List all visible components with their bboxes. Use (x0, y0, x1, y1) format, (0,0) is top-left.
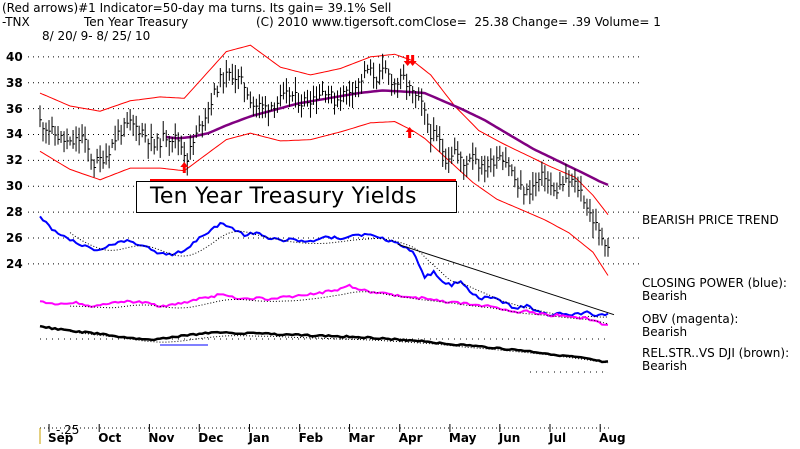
obv-title: OBV (magenta): (642, 312, 739, 326)
x-tick-label: Apr (398, 431, 423, 445)
title-banner: Ten Year Treasury Yields (136, 181, 457, 213)
y-tick-label: 36 (6, 101, 23, 116)
y-tick-label: 34 (6, 127, 23, 142)
trend-label: BEARISH PRICE TREND (642, 213, 779, 227)
closing-power-trendline (397, 243, 615, 316)
y-tick-label: 24 (6, 256, 23, 271)
rel-strength-line (39, 324, 609, 364)
x-tick-label: Sep (48, 431, 74, 445)
x-tick-label: Dec (198, 431, 224, 445)
x-tick-label: Mar (348, 431, 375, 445)
closing-power-line-ma (69, 230, 609, 318)
date-range: 8/ 20/ 9- 8/ 25/ 10 (42, 29, 151, 43)
y-tick-label: 26 (6, 231, 23, 245)
ma50-line (166, 89, 609, 187)
x-tick-label: Jul (548, 431, 567, 445)
rel-strength-line-ma (70, 331, 609, 364)
closing-power-line (39, 215, 609, 318)
buy-arrow-icon (180, 162, 189, 173)
obv-value: Bearish (642, 325, 688, 339)
x-tick-label: Jun (498, 431, 521, 445)
lower-band-line (39, 120, 609, 276)
x-tick-label: Aug (599, 431, 626, 445)
obv-line (39, 283, 608, 326)
closing-power-title: CLOSING POWER (blue): (642, 276, 787, 290)
y-tick-label: 38 (6, 75, 23, 90)
y-tick-label: 28 (6, 205, 23, 220)
x-tick-label: Feb (298, 431, 324, 445)
rel-strength-title: REL.STR..VS DJI (brown): (642, 346, 790, 360)
sell-arrow-icon (408, 55, 417, 66)
buy-arrow-icon (405, 127, 414, 138)
upper-band-line (39, 44, 609, 216)
banner-text: Ten Year Treasury Yields (150, 184, 417, 209)
y-tick-label: 32 (6, 153, 23, 168)
change-volume: Change= .39 Volume= 1 (512, 15, 661, 29)
symbol: -TNX (2, 15, 30, 29)
x-tick-label: Jan (248, 431, 270, 445)
y-tick-label: 30 (6, 179, 23, 194)
obv-line-ma (70, 291, 609, 325)
bottom-value: -.25 (56, 423, 80, 437)
indicator-line: (Red arrows)#1 Indicator=50-day ma turns… (2, 1, 392, 15)
close-value: Close= 25.38 (424, 15, 509, 29)
chart-title: Ten Year Treasury (84, 15, 189, 29)
closing-power-value: Bearish (642, 289, 688, 303)
x-tick-label: May (448, 431, 477, 445)
x-tick-label: Oct (98, 431, 122, 445)
rel-strength-value: Bearish (642, 359, 688, 373)
copyright: (C) 2010 www.tigersoft.com (256, 15, 424, 29)
y-tick-label: 40 (6, 49, 23, 64)
sell-arrow-icon (403, 55, 412, 66)
x-tick-label: Nov (148, 431, 175, 445)
